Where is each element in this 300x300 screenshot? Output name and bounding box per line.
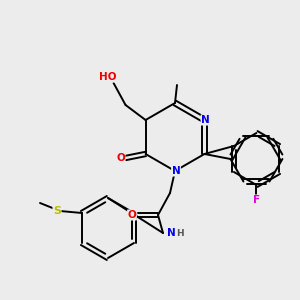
Text: F: F [253, 195, 260, 205]
Text: O: O [128, 210, 136, 220]
Text: O: O [116, 153, 125, 163]
Text: N: N [167, 228, 176, 238]
Text: H: H [176, 230, 184, 238]
Text: N: N [172, 166, 180, 176]
Text: N: N [201, 115, 210, 125]
Text: S: S [53, 206, 61, 216]
Text: HO: HO [99, 72, 116, 82]
